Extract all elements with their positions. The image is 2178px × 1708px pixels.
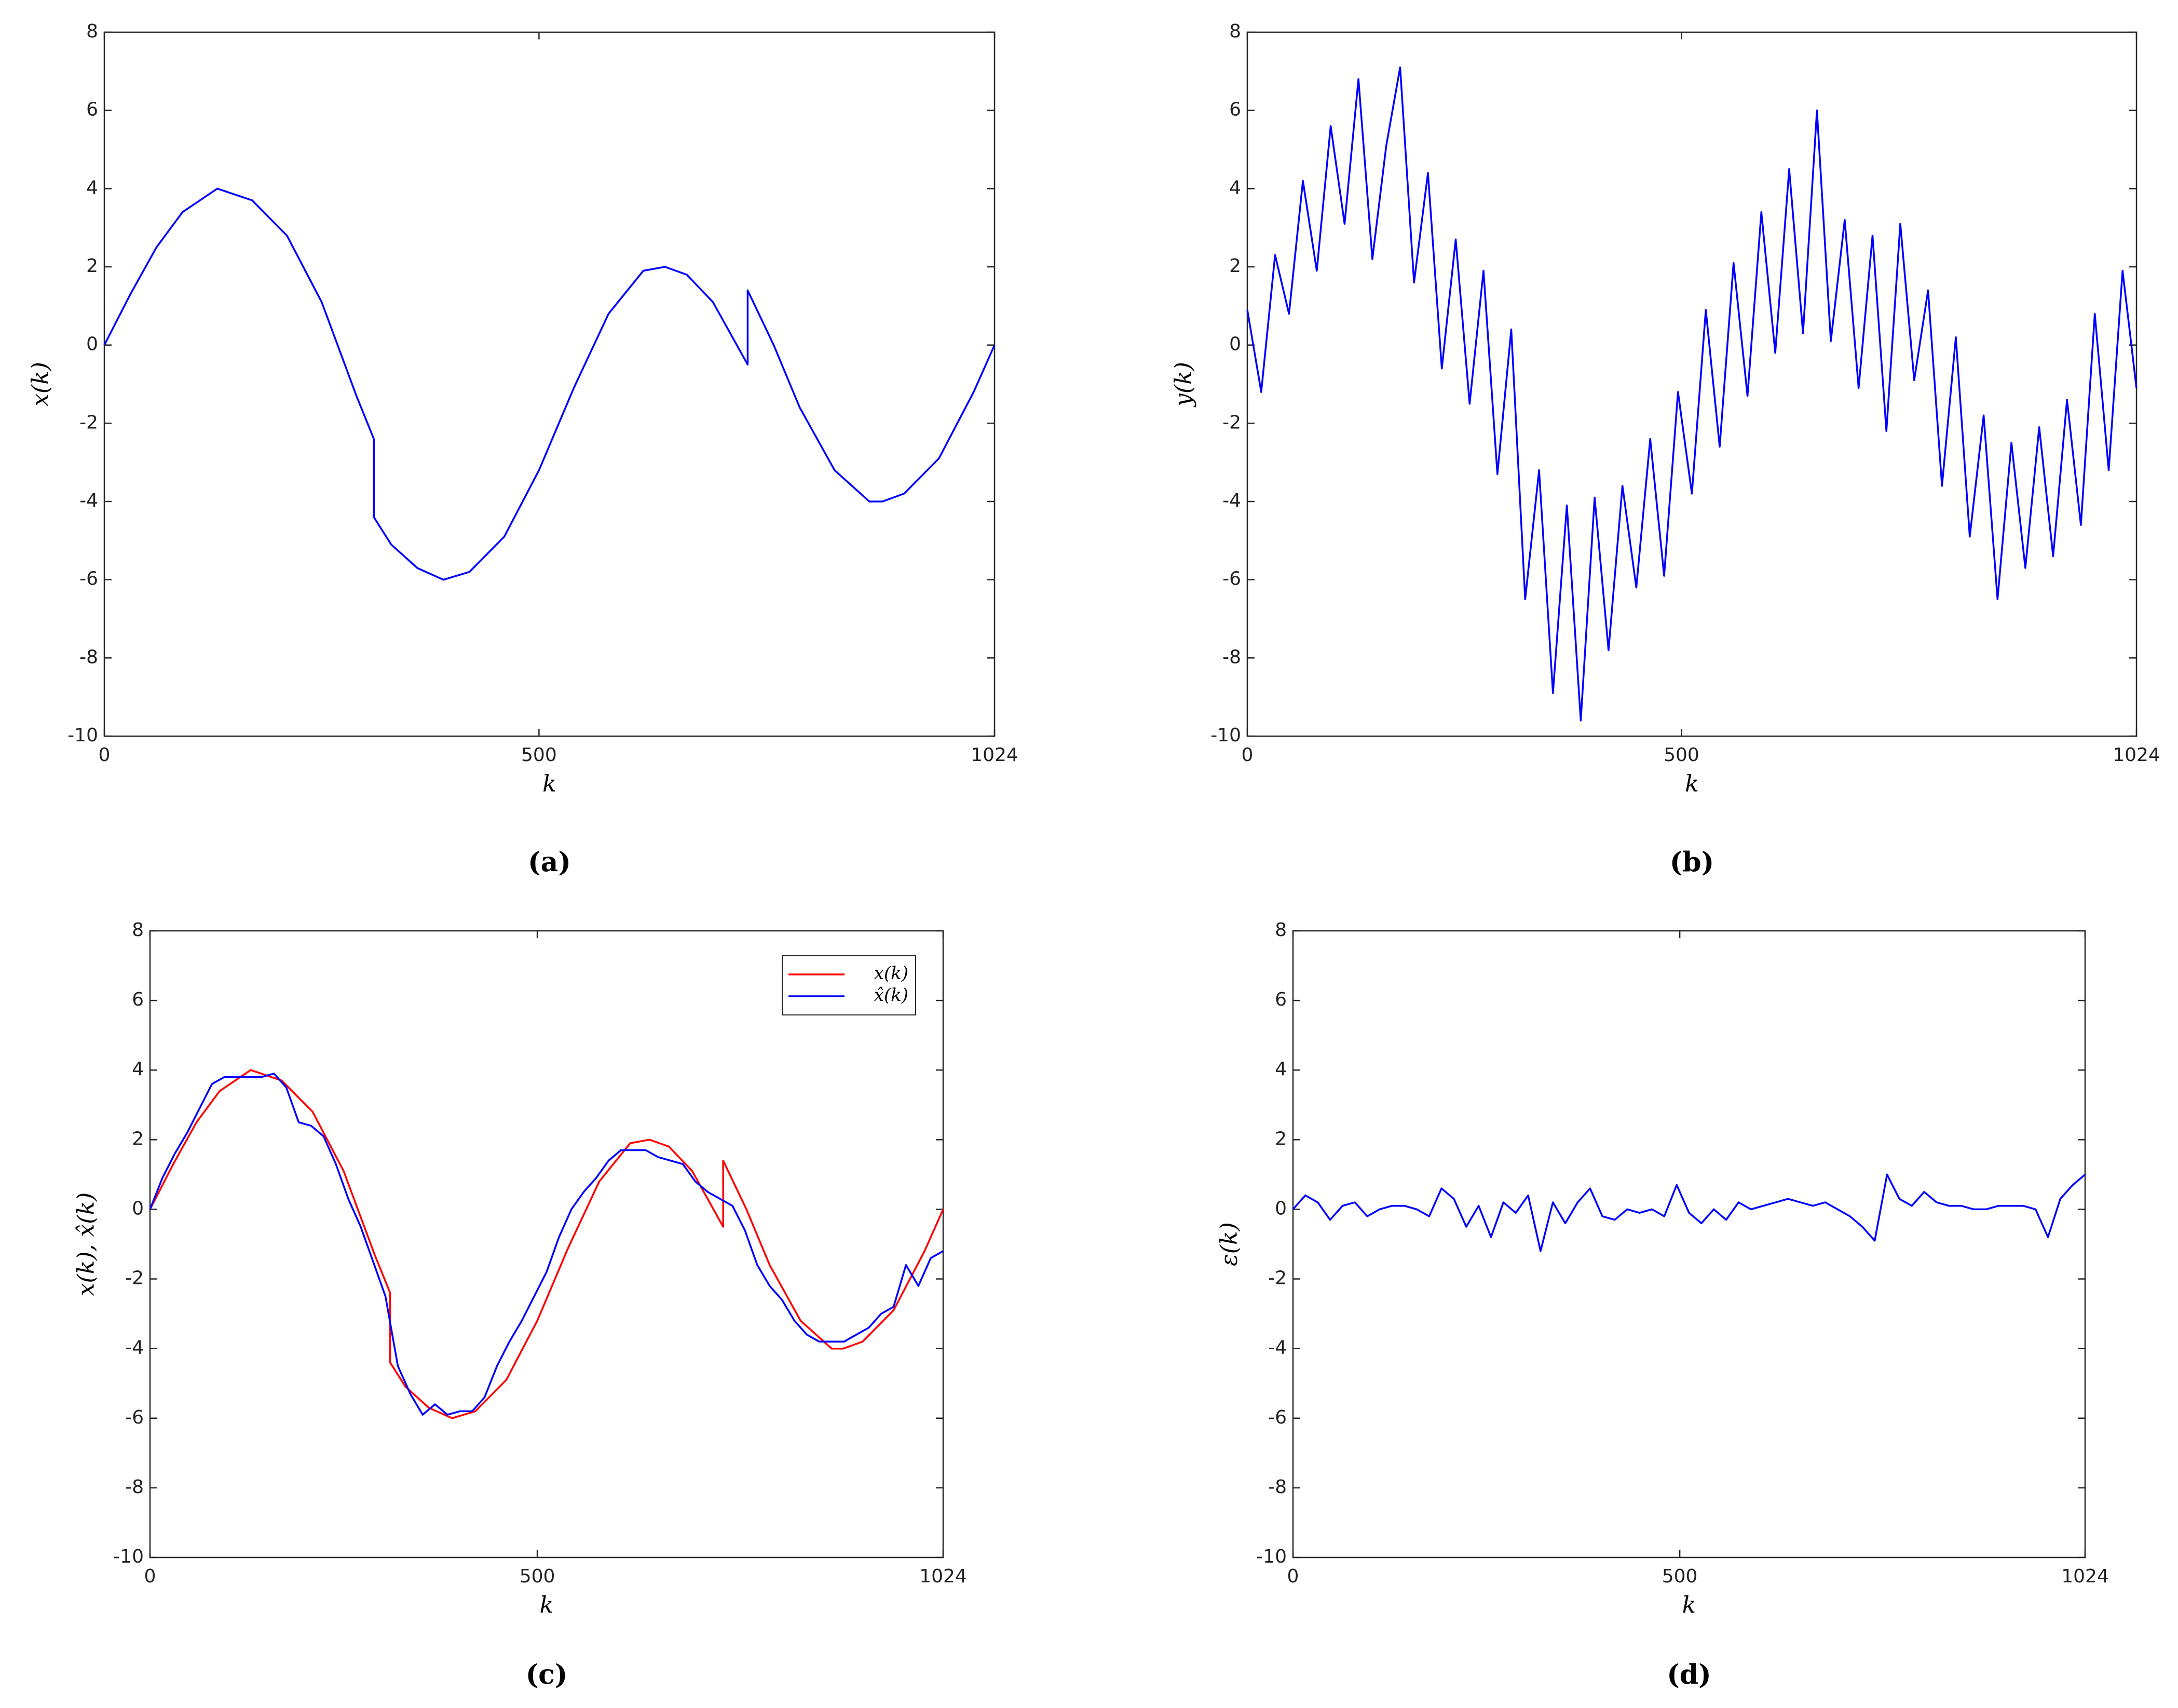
y-tick-label: -4 xyxy=(125,1337,144,1359)
x-axis-label: k xyxy=(542,771,556,797)
y-tick-label: 4 xyxy=(1229,177,1241,198)
y-tick-label: 0 xyxy=(1229,334,1241,355)
y-tick-label: 2 xyxy=(132,1128,144,1149)
y-tick-label: 8 xyxy=(132,919,144,941)
caption: (b) xyxy=(1670,847,1714,878)
y-tick-label: 2 xyxy=(1275,1128,1287,1149)
data-line xyxy=(103,187,996,581)
x-tick-label: 0 xyxy=(99,744,111,766)
y-tick-label: -2 xyxy=(1268,1268,1287,1289)
y-tick-label: 0 xyxy=(86,334,98,355)
plot-area xyxy=(1292,930,2086,1558)
y-tick-label: 0 xyxy=(1275,1198,1287,1219)
x-tick-label: 1024 xyxy=(971,744,1018,766)
x-tick-label: 0 xyxy=(144,1566,156,1587)
y-tick-label: -6 xyxy=(1268,1407,1287,1428)
y-tick-label: 6 xyxy=(1229,99,1241,120)
y-tick-label: -2 xyxy=(125,1268,144,1289)
legend-label: x̂(k) xyxy=(874,985,908,1006)
y-tick-label: 4 xyxy=(132,1059,144,1080)
y-tick-label: -2 xyxy=(79,412,98,433)
y-tick-label: -6 xyxy=(125,1407,144,1428)
y-tick-label: -10 xyxy=(67,725,98,746)
x-tick-label: 1024 xyxy=(2061,1566,2109,1587)
legend-box xyxy=(782,955,916,1015)
y-tick-label: -10 xyxy=(1256,1546,1287,1567)
data-line xyxy=(149,1073,944,1416)
y-axis-label: y(k) xyxy=(1170,362,1197,408)
plot-area xyxy=(1246,31,2138,737)
y-tick-label: -8 xyxy=(125,1476,144,1498)
y-tick-label: 6 xyxy=(132,989,144,1010)
caption: (c) xyxy=(526,1659,568,1691)
y-tick-label: -10 xyxy=(1210,725,1241,746)
y-tick-label: -10 xyxy=(113,1546,144,1567)
y-tick-label: -8 xyxy=(1222,646,1241,668)
x-tick-label: 0 xyxy=(1287,1566,1299,1587)
data-line xyxy=(1246,66,2138,722)
x-tick-label: 1024 xyxy=(2113,744,2160,766)
x-tick-label: 0 xyxy=(1242,744,1254,766)
x-axis-label: k xyxy=(1682,1592,1696,1619)
y-tick-label: -2 xyxy=(1222,412,1241,433)
y-tick-label: 6 xyxy=(1275,989,1287,1010)
x-axis-label: k xyxy=(1685,771,1699,797)
x-axis-label: k xyxy=(540,1592,554,1619)
y-tick-label: -6 xyxy=(1222,568,1241,590)
y-tick-label: -4 xyxy=(1268,1337,1287,1359)
y-tick-label: 4 xyxy=(1275,1059,1287,1080)
caption: (d) xyxy=(1667,1659,1711,1691)
y-tick-label: -8 xyxy=(79,646,98,668)
plot-area xyxy=(103,31,996,737)
x-tick-label: 500 xyxy=(520,1566,555,1587)
x-tick-label: 500 xyxy=(1664,744,1699,766)
y-tick-label: -6 xyxy=(79,568,98,590)
x-tick-label: 1024 xyxy=(919,1566,967,1587)
y-tick-label: -4 xyxy=(1222,490,1241,511)
data-line xyxy=(149,1069,944,1419)
caption: (a) xyxy=(528,847,571,878)
y-axis-label: ε(k) xyxy=(1216,1222,1243,1266)
y-tick-label: 6 xyxy=(86,99,98,120)
y-tick-label: 8 xyxy=(86,21,98,42)
y-tick-label: -4 xyxy=(79,490,98,511)
x-tick-label: 500 xyxy=(521,744,557,766)
y-tick-label: 8 xyxy=(1275,919,1287,941)
y-tick-label: -8 xyxy=(1268,1476,1287,1498)
y-axis-label: x(k), x̂(k) xyxy=(73,1192,100,1296)
y-tick-label: 2 xyxy=(1229,255,1241,277)
legend-label: x(k) xyxy=(874,963,908,984)
y-tick-label: 8 xyxy=(1229,21,1241,42)
y-tick-label: 0 xyxy=(132,1198,144,1219)
y-tick-label: 2 xyxy=(86,255,98,277)
y-tick-label: 4 xyxy=(86,177,98,198)
x-tick-label: 500 xyxy=(1662,1566,1698,1587)
y-axis-label: x(k) xyxy=(28,362,54,406)
data-line xyxy=(1292,1173,2086,1252)
plot-area xyxy=(149,930,944,1558)
